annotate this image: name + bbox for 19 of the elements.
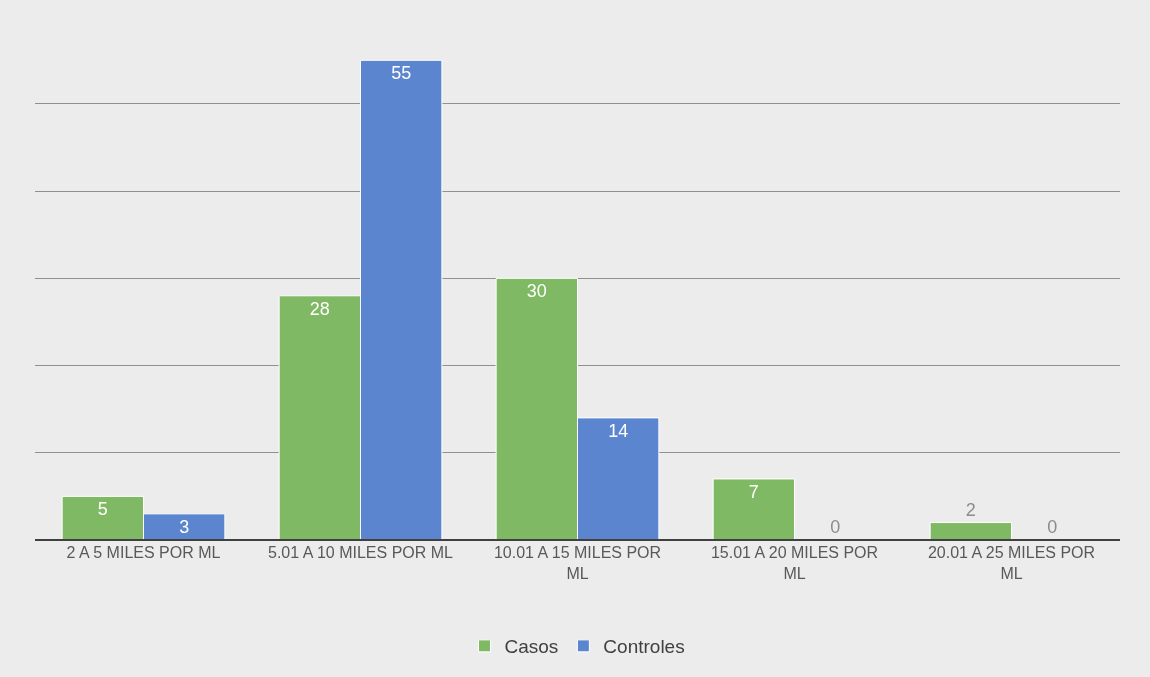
data-label: 0 — [830, 517, 841, 537]
x-tick-label: 15.01 A 20 MILES POR ML — [710, 544, 879, 582]
data-label: 5 — [97, 499, 108, 520]
data-label: 55 — [391, 63, 412, 84]
x-tick-label: 2 A 5 MILES POR ML — [66, 544, 221, 561]
x-tick-label: 10.01 A 15 MILES POR ML — [493, 544, 662, 582]
bar — [929, 522, 1012, 541]
bar — [712, 478, 795, 541]
data-label: 30 — [526, 281, 547, 302]
data-label: 2 — [965, 499, 976, 520]
data-label: 7 — [748, 481, 759, 502]
x-tick-label: 20.01 A 25 MILES POR ML — [927, 544, 1096, 582]
legend-label: Controles — [603, 636, 685, 658]
data-label: 3 — [179, 516, 190, 537]
x-tick-label: 5.01 A 10 MILES POR ML — [268, 544, 454, 561]
data-label: 14 — [608, 420, 629, 441]
data-label: 0 — [1047, 517, 1058, 537]
data-label: 28 — [309, 298, 330, 319]
legend-label: Casos — [504, 636, 559, 658]
